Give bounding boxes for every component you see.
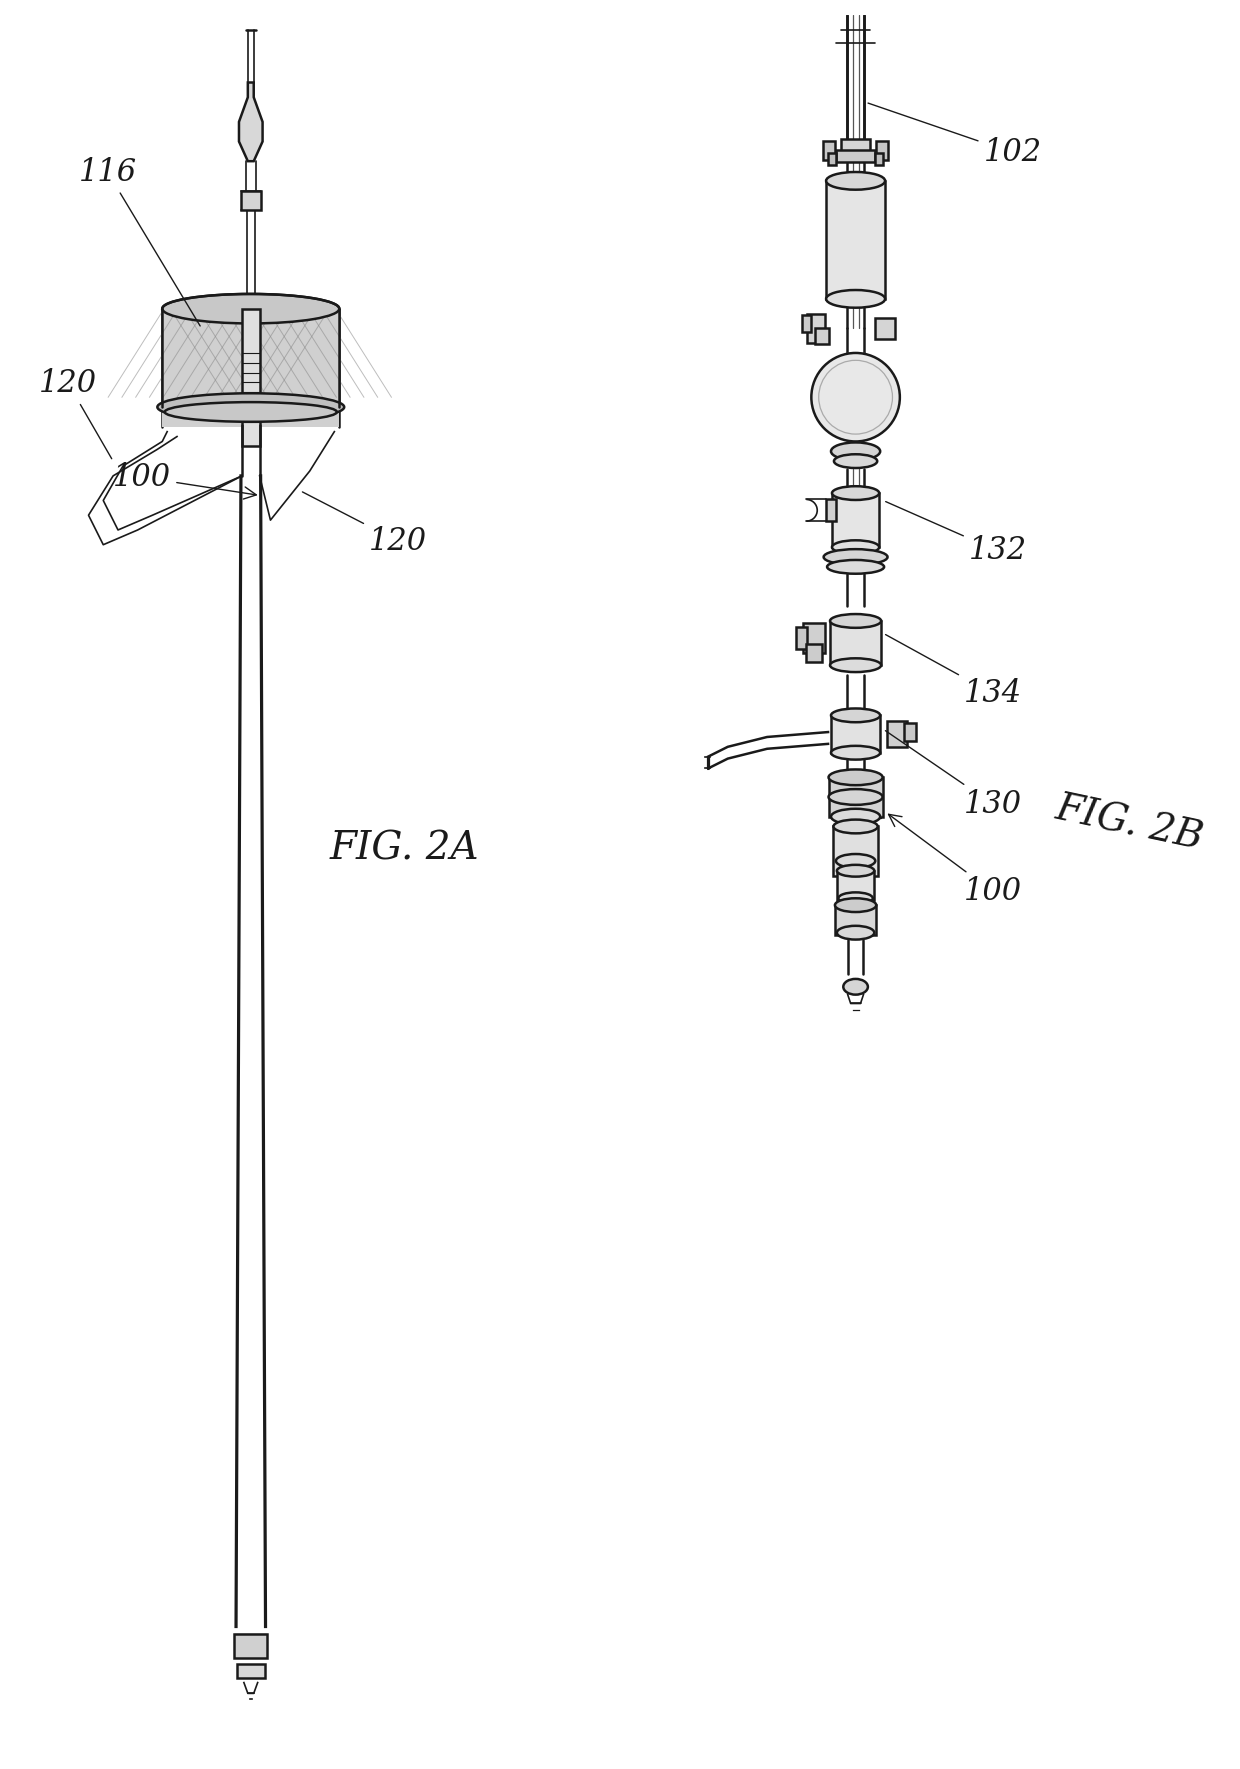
- Bar: [806, 644, 822, 662]
- Ellipse shape: [165, 402, 337, 421]
- Text: 120: 120: [303, 492, 427, 557]
- Bar: [875, 154, 883, 165]
- Ellipse shape: [811, 354, 900, 442]
- Bar: [828, 154, 836, 165]
- Bar: [875, 318, 895, 340]
- Bar: [904, 724, 915, 741]
- Ellipse shape: [157, 393, 345, 421]
- Ellipse shape: [826, 290, 885, 308]
- Bar: [826, 499, 836, 522]
- Ellipse shape: [832, 486, 879, 501]
- Ellipse shape: [843, 978, 868, 994]
- Bar: [836, 150, 875, 163]
- Ellipse shape: [831, 708, 880, 722]
- Bar: [796, 628, 807, 649]
- Bar: [241, 191, 260, 211]
- Text: 100: 100: [889, 814, 1022, 907]
- Bar: [823, 140, 835, 161]
- Text: 100: 100: [113, 462, 257, 499]
- Bar: [841, 140, 870, 154]
- Ellipse shape: [835, 455, 877, 469]
- Bar: [234, 1635, 268, 1659]
- Bar: [877, 140, 888, 161]
- Bar: [833, 826, 878, 876]
- Ellipse shape: [828, 789, 883, 805]
- Text: 130: 130: [885, 731, 1022, 819]
- Bar: [804, 623, 825, 653]
- Ellipse shape: [831, 808, 880, 824]
- Ellipse shape: [826, 172, 885, 189]
- Bar: [830, 621, 882, 665]
- Text: 132: 132: [885, 502, 1027, 566]
- Ellipse shape: [830, 614, 882, 628]
- Bar: [237, 1665, 264, 1677]
- Bar: [807, 313, 825, 343]
- Ellipse shape: [838, 892, 873, 904]
- Bar: [242, 310, 259, 446]
- Ellipse shape: [828, 770, 883, 785]
- Ellipse shape: [837, 925, 874, 939]
- Text: 134: 134: [885, 635, 1022, 709]
- Bar: [832, 494, 879, 547]
- Ellipse shape: [832, 540, 879, 554]
- Bar: [828, 777, 883, 817]
- Bar: [835, 906, 877, 934]
- Ellipse shape: [835, 899, 877, 913]
- Ellipse shape: [833, 819, 878, 833]
- Bar: [801, 315, 811, 333]
- Ellipse shape: [831, 442, 880, 460]
- Ellipse shape: [831, 747, 880, 759]
- Text: 102: 102: [868, 103, 1042, 168]
- Ellipse shape: [827, 561, 884, 573]
- Ellipse shape: [162, 294, 340, 324]
- Text: FIG. 2A: FIG. 2A: [330, 830, 479, 867]
- Bar: [837, 870, 874, 900]
- Bar: [831, 715, 880, 754]
- Ellipse shape: [836, 854, 875, 869]
- Ellipse shape: [823, 548, 888, 564]
- Text: 120: 120: [40, 368, 112, 458]
- Polygon shape: [239, 83, 263, 161]
- Bar: [815, 329, 830, 345]
- Polygon shape: [162, 310, 340, 426]
- Ellipse shape: [830, 658, 882, 672]
- Bar: [887, 722, 906, 747]
- Text: 116: 116: [78, 157, 200, 325]
- Text: FIG. 2B: FIG. 2B: [1053, 791, 1207, 858]
- Ellipse shape: [837, 865, 874, 877]
- Bar: [826, 180, 885, 299]
